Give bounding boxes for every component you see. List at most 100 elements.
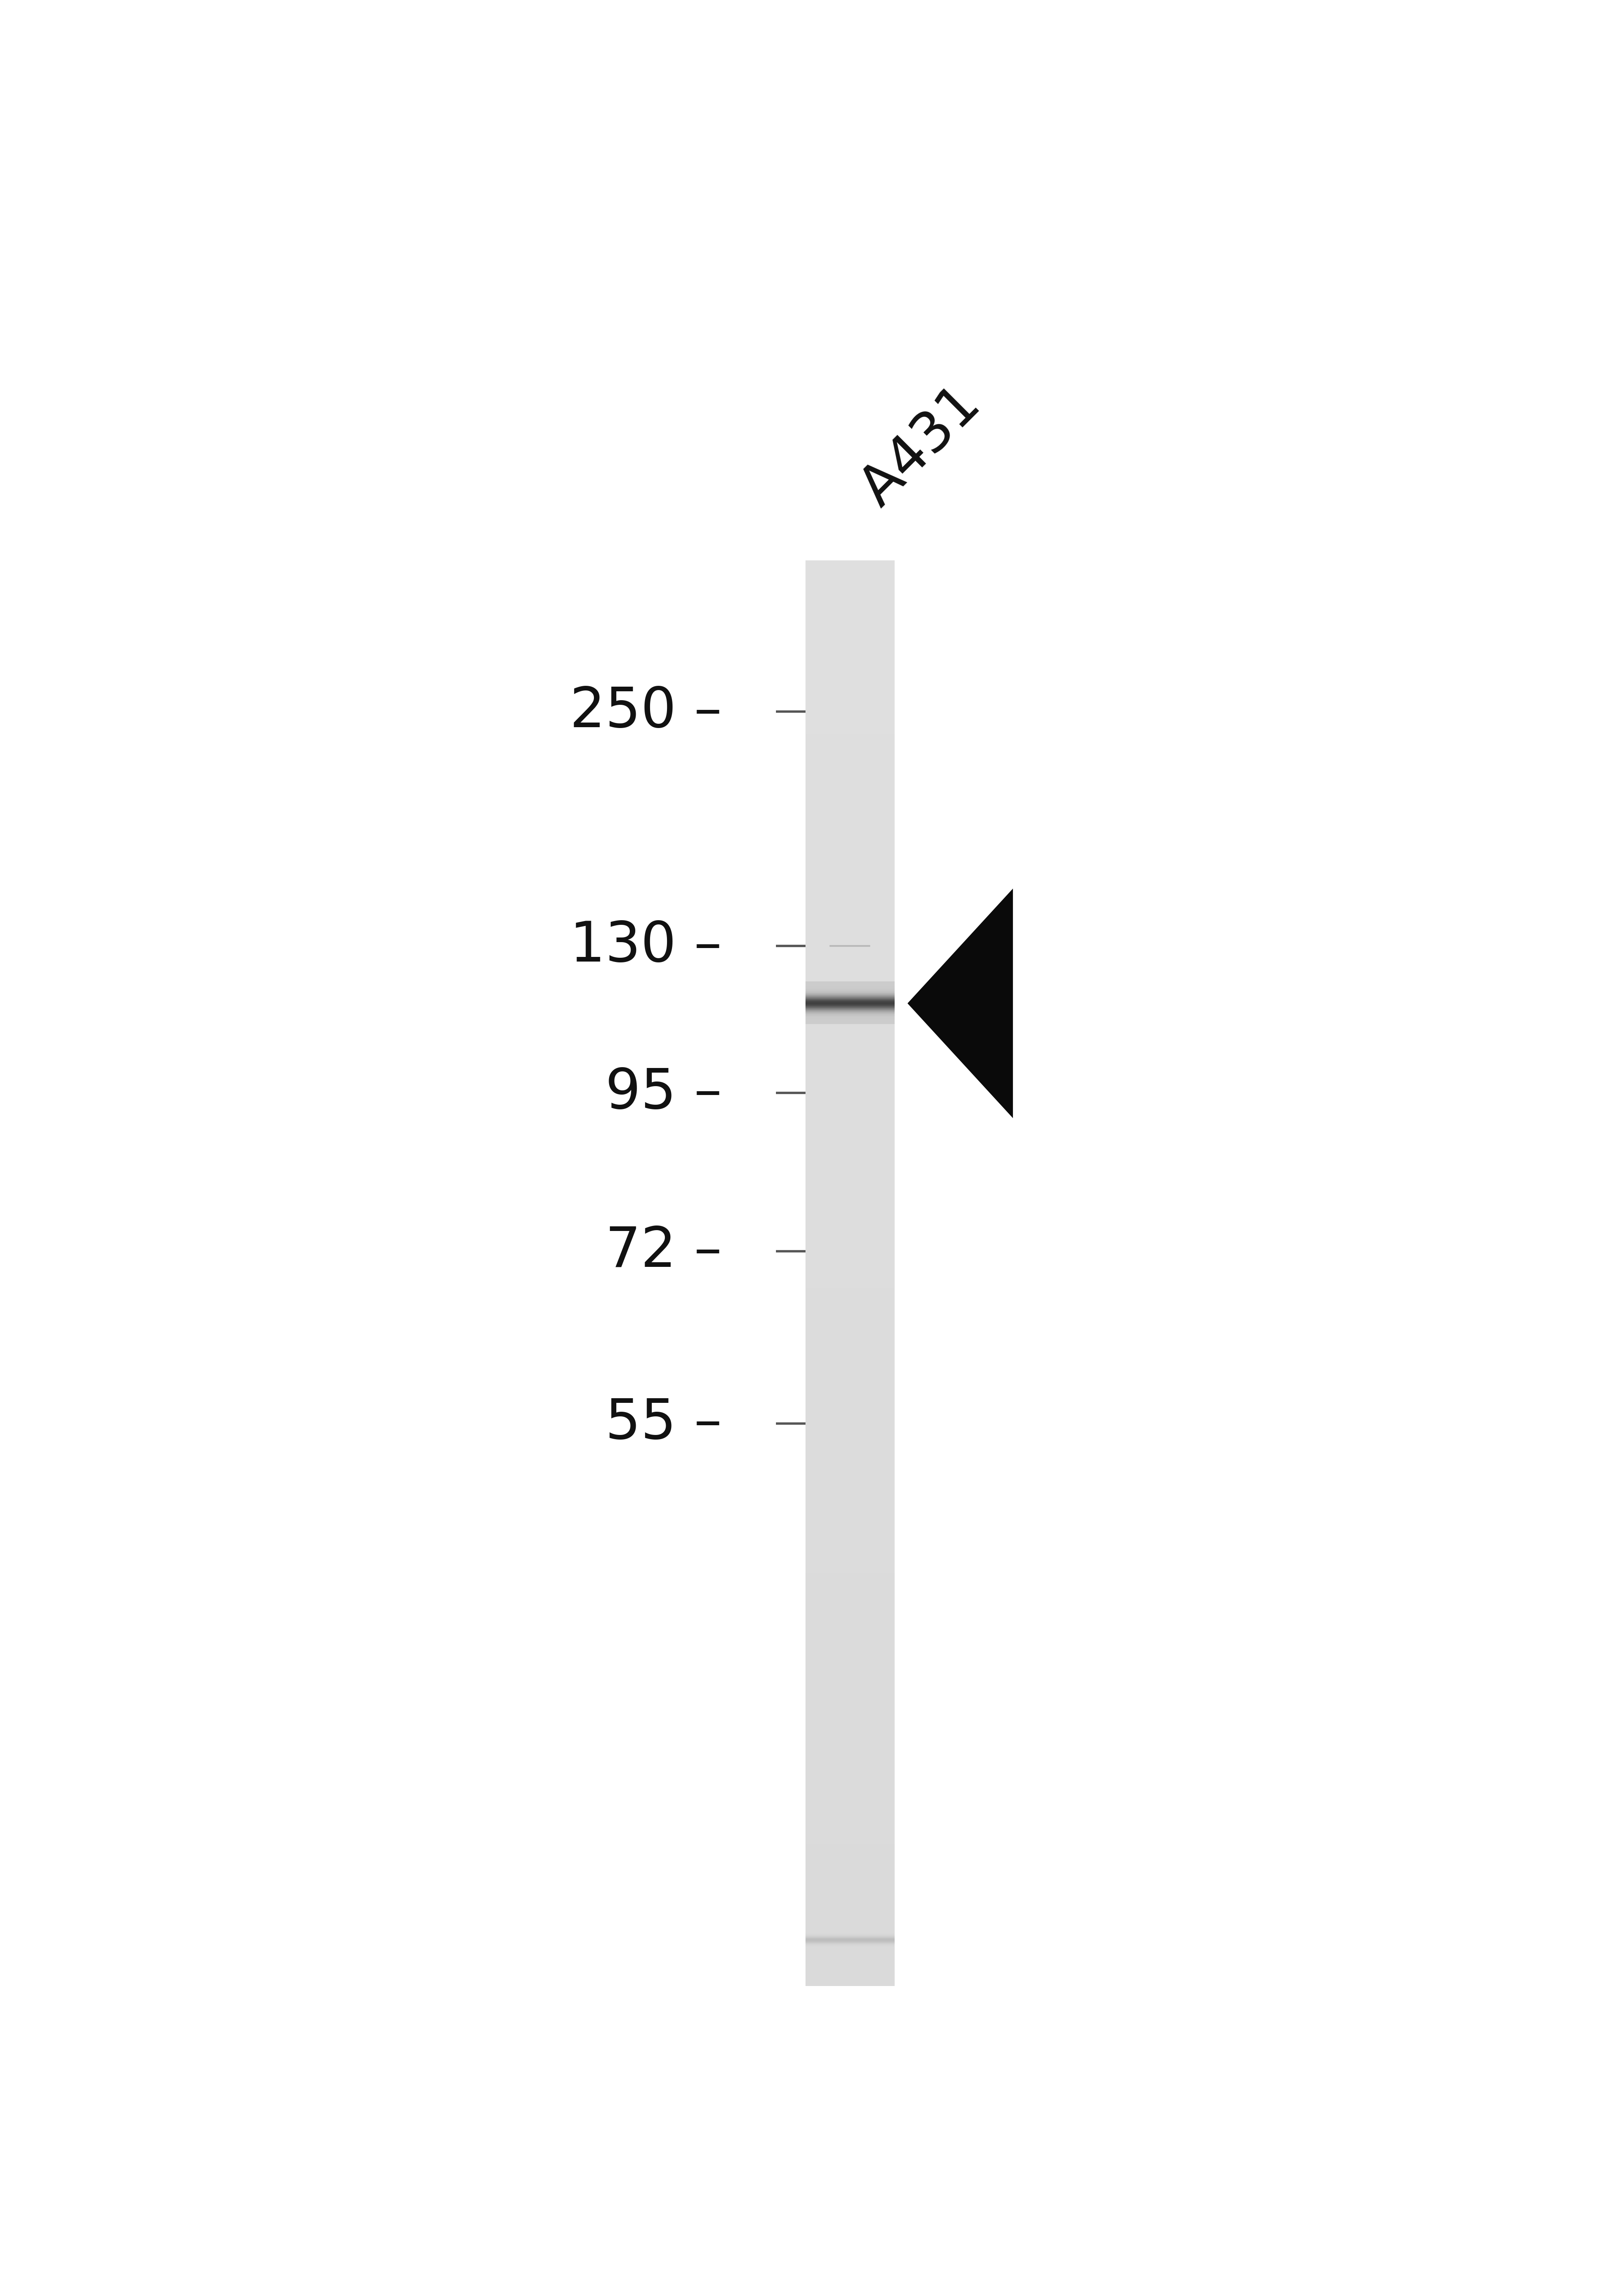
Bar — [805, 689, 894, 705]
Bar — [805, 760, 894, 776]
Bar — [805, 1529, 894, 1545]
Bar — [805, 1458, 894, 1474]
Bar — [805, 563, 894, 1986]
Bar — [805, 960, 894, 976]
Bar — [805, 974, 894, 990]
Bar — [805, 1371, 894, 1389]
Bar — [805, 1685, 894, 1701]
Bar — [805, 1756, 894, 1773]
Bar — [805, 1357, 894, 1373]
Bar — [805, 1228, 894, 1247]
Bar — [805, 588, 894, 606]
Bar — [805, 930, 894, 946]
Text: 95 –: 95 – — [605, 1065, 722, 1120]
Bar — [805, 1173, 894, 1189]
Bar — [805, 1343, 894, 1359]
Bar — [805, 1828, 894, 1844]
Bar — [805, 659, 894, 677]
Text: 55 –: 55 – — [605, 1396, 722, 1451]
Bar — [805, 1215, 894, 1231]
Bar — [805, 1699, 894, 1715]
Bar — [805, 1116, 894, 1132]
Bar — [805, 1570, 894, 1587]
Bar — [805, 1642, 894, 1658]
Bar — [805, 560, 894, 576]
Bar — [805, 1628, 894, 1644]
Bar — [805, 902, 894, 918]
Bar — [805, 1614, 894, 1630]
Bar — [805, 1655, 894, 1674]
Bar — [805, 1258, 894, 1274]
Bar — [805, 1157, 894, 1176]
Bar — [805, 1713, 894, 1729]
Bar — [805, 675, 894, 691]
Bar — [805, 746, 894, 762]
Bar — [805, 604, 894, 620]
Bar — [805, 1784, 894, 1800]
Bar — [805, 987, 894, 1003]
Bar — [805, 1072, 894, 1088]
Bar — [805, 1885, 894, 1901]
Bar — [805, 1869, 894, 1887]
Bar — [805, 889, 894, 905]
Bar — [805, 1814, 894, 1830]
Bar — [805, 1329, 894, 1345]
Bar — [805, 1472, 894, 1488]
Bar — [805, 1913, 894, 1929]
Bar — [805, 1671, 894, 1688]
Text: A431: A431 — [852, 377, 991, 517]
Bar — [805, 1770, 894, 1786]
Bar — [805, 916, 894, 932]
Bar — [805, 1058, 894, 1075]
Text: 250 –: 250 – — [569, 684, 722, 739]
Bar — [805, 1855, 894, 1871]
Bar — [805, 1841, 894, 1857]
Bar — [805, 1086, 894, 1104]
Bar — [805, 1401, 894, 1417]
Bar — [805, 1201, 894, 1217]
Bar — [805, 944, 894, 962]
Bar — [805, 788, 894, 804]
Bar — [805, 1286, 894, 1302]
Bar — [805, 1001, 894, 1017]
Bar — [805, 859, 894, 875]
Bar — [805, 1926, 894, 1942]
Bar — [805, 1442, 894, 1460]
Bar — [805, 1956, 894, 1972]
Bar — [805, 1031, 894, 1047]
Bar — [805, 845, 894, 861]
Bar — [805, 1272, 894, 1288]
Bar — [805, 1428, 894, 1444]
Bar — [805, 1244, 894, 1261]
Bar — [805, 1743, 894, 1759]
Bar — [805, 1557, 894, 1573]
Bar — [805, 1015, 894, 1033]
Bar — [805, 1727, 894, 1745]
Bar — [805, 774, 894, 790]
Bar — [805, 1316, 894, 1332]
Bar — [805, 1584, 894, 1603]
Bar — [805, 1300, 894, 1318]
Bar — [805, 872, 894, 891]
Bar — [805, 574, 894, 590]
Bar — [805, 1130, 894, 1146]
Bar — [805, 1899, 894, 1915]
Bar — [805, 1486, 894, 1502]
Bar — [805, 1414, 894, 1430]
Bar — [805, 1187, 894, 1203]
Bar — [805, 631, 894, 647]
Text: 72 –: 72 – — [605, 1224, 722, 1279]
Bar — [805, 1143, 894, 1159]
Bar — [805, 1600, 894, 1616]
Bar — [805, 1102, 894, 1118]
Bar — [805, 618, 894, 634]
Bar — [805, 716, 894, 732]
Bar — [805, 1499, 894, 1515]
Bar — [805, 817, 894, 833]
Polygon shape — [908, 889, 1012, 1118]
Bar — [805, 703, 894, 719]
Bar — [805, 730, 894, 748]
Bar — [805, 1543, 894, 1559]
Text: 130 –: 130 – — [569, 918, 722, 974]
Bar — [805, 1940, 894, 1958]
